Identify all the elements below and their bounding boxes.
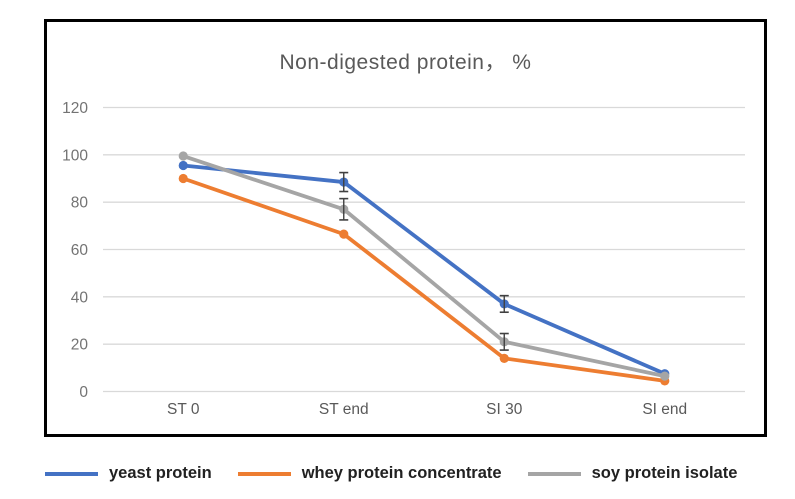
data-point-marker [178, 160, 188, 171]
series-line [182, 154, 666, 378]
line-chart-plot-area: 0 20 40 60 80 100 120 ST 0 ST end SI 30 SI end [62, 100, 745, 418]
data-point-marker [339, 229, 349, 239]
y-tick-label: 80 [71, 195, 89, 212]
series-line [183, 163, 666, 376]
series-line [182, 176, 666, 383]
data-point-marker [499, 353, 509, 363]
legend-item-whey-protein-concentrate: whey protein concentrate [237, 464, 502, 483]
x-category-label: ST 0 [167, 401, 200, 418]
whey-protein-line-swatch [237, 471, 291, 476]
legend-label: yeast protein [109, 464, 212, 482]
data-point-marker [178, 151, 188, 161]
x-category-label: ST end [319, 401, 369, 418]
x-category-label: SI 30 [486, 401, 523, 418]
chart-title: Non-digested protein， % [279, 51, 532, 74]
data-point-marker [660, 371, 670, 381]
legend-item-soy-protein-isolate: soy protein isolate [527, 464, 738, 483]
x-category-label: SI end [642, 401, 687, 418]
yeast-protein-line-swatch [45, 471, 98, 476]
y-tick-label: 0 [79, 384, 88, 401]
y-tick-label: 100 [62, 147, 88, 164]
y-tick-label: 40 [71, 289, 89, 306]
chart-legend: yeast protein whey protein concentrate s… [45, 464, 775, 483]
y-tick-label: 60 [71, 242, 89, 259]
legend-item-yeast-protein: yeast protein [45, 464, 212, 483]
legend-label: whey protein concentrate [301, 464, 502, 482]
legend-label: soy protein isolate [591, 464, 738, 482]
soy-protein-line-swatch [527, 471, 581, 476]
data-point-marker [178, 173, 188, 184]
y-tick-label: 20 [71, 337, 89, 354]
y-tick-label: 120 [62, 100, 88, 117]
